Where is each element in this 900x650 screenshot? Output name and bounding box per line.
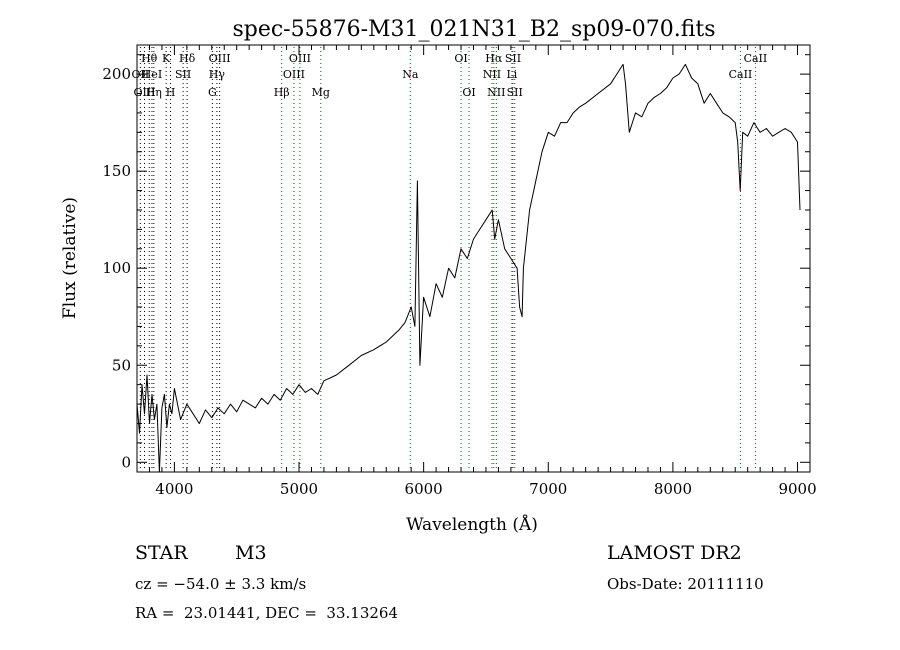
line-label: SII <box>505 52 521 65</box>
line-label: OIII <box>283 68 305 81</box>
object-subclass: M3 <box>235 542 267 564</box>
line-label: Na <box>402 68 419 81</box>
chart-title: spec-55876-M31_021N31_B2_sp09-070.fits <box>232 17 715 42</box>
plot-axes: 4000 5000 6000 7000 8000 9000 0 50 100 150 200 <box>102 44 817 498</box>
survey-name: LAMOST DR2 <box>607 542 742 564</box>
line-label: OI <box>454 52 467 65</box>
x-tick-label: 5000 <box>280 480 318 498</box>
redshift-velocity: cz = −54.0 ± 3.3 km/s <box>135 575 307 593</box>
line-label: H <box>166 86 176 99</box>
line-label: SII <box>507 86 523 99</box>
line-label: Hθ <box>141 52 158 65</box>
line-label: OIII <box>209 52 231 65</box>
line-label: HeI <box>142 68 162 81</box>
line-label: Hγ <box>209 68 226 81</box>
line-label: Hη <box>146 86 162 99</box>
line-label: Hβ <box>274 86 290 99</box>
line-label: G <box>208 86 217 99</box>
y-tick-label: 150 <box>102 162 131 180</box>
line-label: NII <box>483 68 501 81</box>
line-label: CaII <box>744 52 768 65</box>
y-tick-label: 100 <box>102 259 131 277</box>
x-tick-label: 9000 <box>778 480 816 498</box>
line-label: NII <box>487 86 505 99</box>
x-tick-label: 8000 <box>654 480 692 498</box>
y-tick-label: 200 <box>102 65 131 83</box>
line-label: OIII <box>133 86 155 99</box>
line-label: OIII <box>289 52 311 65</box>
spectrum-series <box>136 63 801 473</box>
line-label: OI <box>462 86 475 99</box>
coordinates: RA = 23.01441, DEC = 33.13264 <box>135 604 399 622</box>
line-label: Mg <box>312 86 330 99</box>
line-label: CaII <box>729 68 753 81</box>
y-axis-label: Flux (relative) <box>60 197 80 319</box>
line-label: Li <box>506 68 517 81</box>
line-label: SII <box>175 68 191 81</box>
object-class: STAR <box>135 542 188 564</box>
x-tick-label: 7000 <box>529 480 567 498</box>
x-axis-label: Wavelength (Å) <box>406 514 538 535</box>
y-tick-label: 0 <box>121 453 131 471</box>
spectrum-line <box>136 63 801 473</box>
line-label: Hδ <box>179 52 196 65</box>
observation-date: Obs-Date: 20111110 <box>607 575 764 593</box>
x-tick-label: 4000 <box>155 480 193 498</box>
plot-frame <box>136 44 811 473</box>
x-tick-label: 6000 <box>405 480 443 498</box>
y-tick-label: 50 <box>112 356 131 374</box>
line-label: K <box>162 52 171 65</box>
line-label: Hα <box>485 52 503 65</box>
